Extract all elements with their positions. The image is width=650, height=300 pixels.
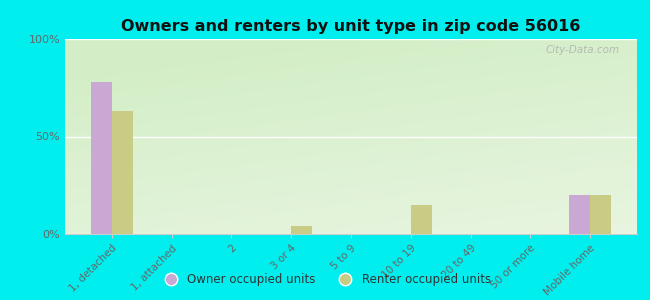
Bar [112, 111, 133, 234]
Text: City-Data.com: City-Data.com [546, 45, 620, 55]
Bar [590, 195, 611, 234]
Title: Owners and renters by unit type in zip code 56016: Owners and renters by unit type in zip c… [122, 19, 580, 34]
Bar [91, 82, 112, 234]
Bar [291, 226, 312, 234]
Bar [569, 195, 590, 234]
Legend: Owner occupied units, Renter occupied units: Owner occupied units, Renter occupied un… [154, 269, 496, 291]
Bar [411, 205, 432, 234]
